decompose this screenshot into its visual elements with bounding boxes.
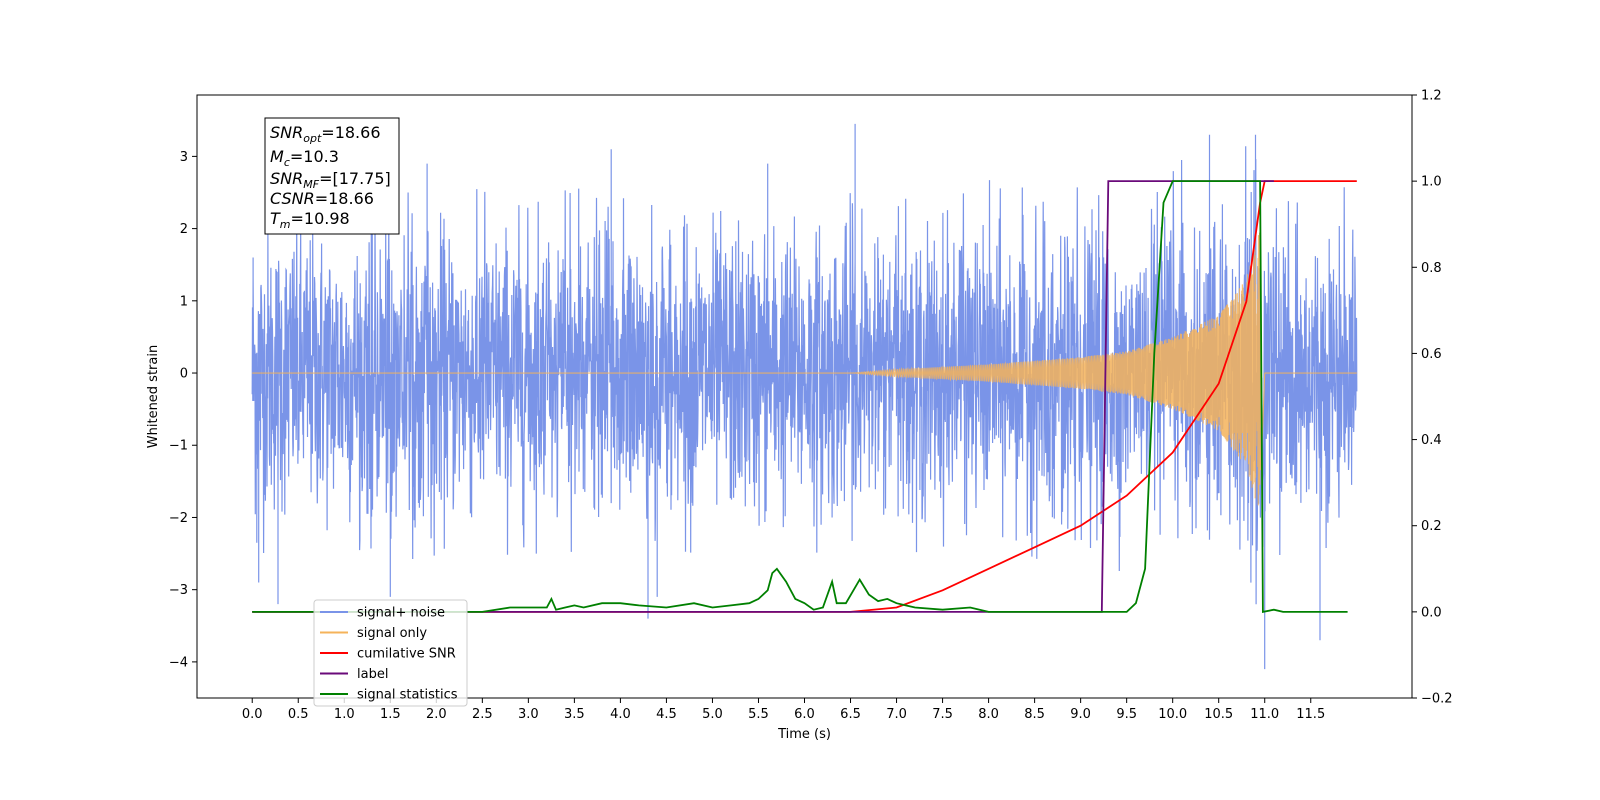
annotation-tm: Tm=10.98: [270, 209, 350, 231]
y-tick-label-right: 1.2: [1421, 89, 1442, 104]
y-axis-label: Whitened strain: [146, 345, 161, 448]
series-signal-only: [252, 232, 1357, 506]
annotation-snr-opt: SNRopt=18.66: [270, 123, 381, 145]
y-axis-left: 3 2 1 0 −1 −2 −3 −4: [169, 150, 197, 670]
x-tick-label: 10.5: [1204, 707, 1233, 722]
x-axis: 0.0 0.5 1.0 1.5 2.0 2.5 3.0 3.5 4.0 4.5 5.0 5.5 6.0 6…: [242, 698, 1325, 722]
x-tick-label: 3.0: [518, 707, 539, 722]
plot-area: [251, 123, 1358, 670]
y-tick-label-left: −2: [169, 511, 188, 526]
x-tick-label: 9.5: [1116, 707, 1137, 722]
series-label: [252, 180, 1274, 613]
x-tick-label: 8.0: [978, 707, 999, 722]
x-tick-label: 1.0: [334, 707, 355, 722]
x-tick-label: 5.5: [748, 707, 769, 722]
y-tick-label-left: −3: [169, 583, 188, 598]
x-tick-label: 7.0: [886, 707, 907, 722]
legend-label: signal statistics: [357, 688, 458, 703]
y-tick-label-right: 0.8: [1421, 261, 1442, 276]
legend-label: signal+ noise: [357, 606, 445, 621]
annotation-mc: Mc=10.3: [270, 147, 339, 169]
x-tick-label: 5.0: [702, 707, 723, 722]
x-tick-label: 0.0: [242, 707, 263, 722]
y-tick-label-left: 0: [180, 367, 188, 382]
legend-label: cumilative SNR: [357, 647, 456, 662]
series-group: [251, 123, 1358, 670]
y-tick-label-left: −4: [169, 655, 188, 670]
y-tick-label-right: −0.2: [1421, 692, 1453, 707]
x-tick-label: 8.5: [1024, 707, 1045, 722]
x-axis-label: Time (s): [777, 727, 831, 742]
x-tick-label: 7.5: [932, 707, 953, 722]
x-tick-label: 4.5: [656, 707, 677, 722]
y-tick-label-right: 0.2: [1421, 519, 1442, 534]
legend-label: signal only: [357, 626, 427, 641]
y-tick-label-left: 1: [180, 294, 188, 309]
y-tick-label-left: −1: [169, 439, 188, 454]
legend: signal+ noise signal only cumilative SNR la…: [313, 599, 468, 707]
series-signal-noise: [251, 123, 1358, 670]
x-tick-label: 6.0: [794, 707, 815, 722]
y-tick-label-right: 0.0: [1421, 605, 1442, 620]
y-tick-label-right: 0.4: [1421, 433, 1442, 448]
x-tick-label: 9.0: [1070, 707, 1091, 722]
x-tick-label: 10.0: [1158, 707, 1187, 722]
x-tick-label: 2.0: [426, 707, 447, 722]
annotation-box: SNRopt=18.66 Mc=10.3 SNRMF=[17.75] CSNR=…: [264, 117, 400, 235]
x-tick-label: 0.5: [288, 707, 309, 722]
y-tick-label-left: 3: [180, 150, 188, 165]
legend-label: label: [357, 667, 388, 682]
y-tick-label-left: 2: [180, 222, 188, 237]
annotation-csnr: CSNR=18.66: [270, 189, 374, 208]
x-tick-label: 2.5: [472, 707, 493, 722]
series-signal-statistics: [252, 180, 1348, 613]
x-tick-label: 11.0: [1250, 707, 1279, 722]
legend-frame: [313, 599, 468, 707]
annotation-frame: [264, 117, 400, 235]
x-tick-label: 3.5: [564, 707, 585, 722]
y-tick-label-right: 1.0: [1421, 175, 1442, 190]
y-axis-right: 1.2 1.0 0.8 0.6 0.4 0.2 0.0 −0.2: [1412, 89, 1453, 707]
x-tick-label: 1.5: [380, 707, 401, 722]
x-tick-label: 4.0: [610, 707, 631, 722]
x-tick-label: 11.5: [1296, 707, 1325, 722]
x-tick-label: 6.5: [840, 707, 861, 722]
annotation-snr-mf: SNRMF=[17.75]: [270, 169, 391, 191]
y-tick-label-right: 0.6: [1421, 347, 1442, 362]
